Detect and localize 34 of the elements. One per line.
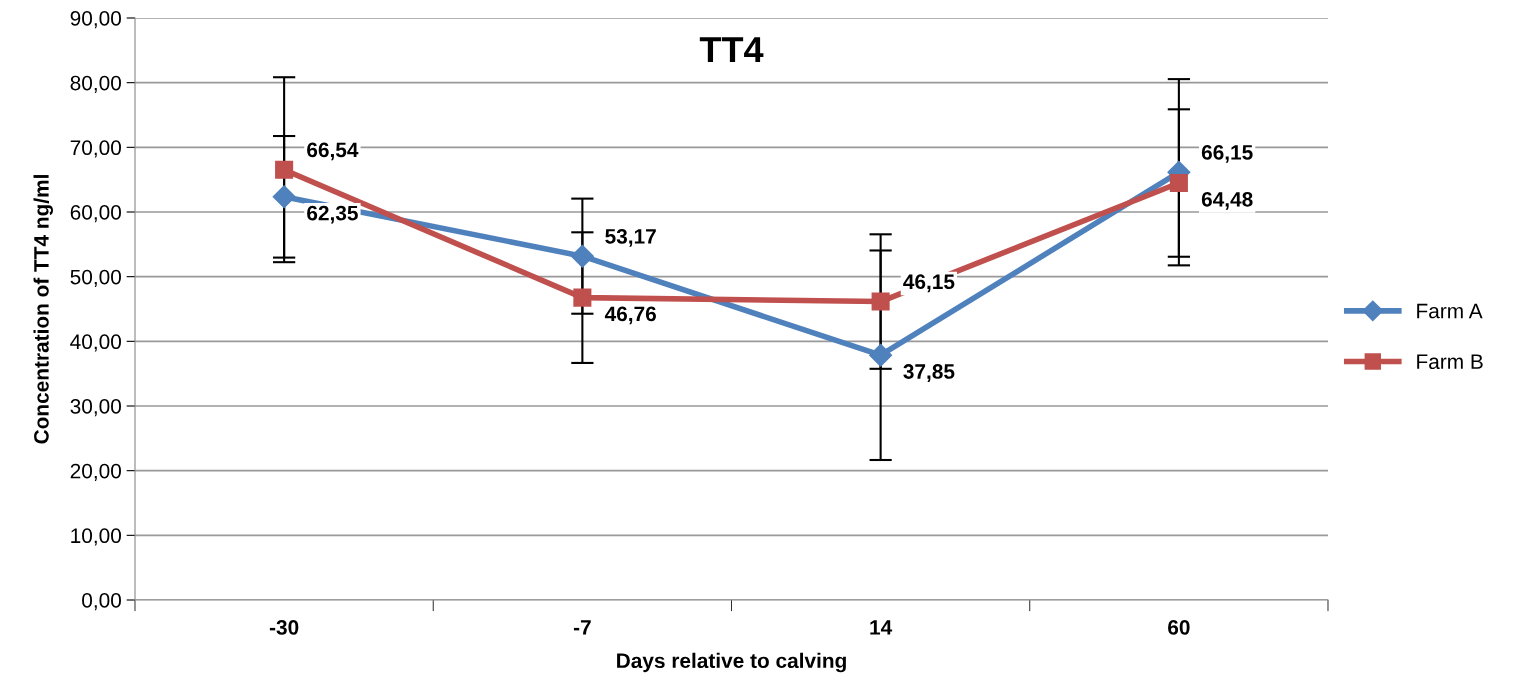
y-tick-label: 0,00 xyxy=(82,593,121,611)
x-tick-label: -7 xyxy=(573,620,591,635)
y-tick-label: 70,00 xyxy=(70,140,121,158)
x-tick-label: 60 xyxy=(1168,619,1190,635)
point xyxy=(275,160,294,179)
data-label: 66,54 xyxy=(307,142,359,161)
y-axis-title: Concentration of TT4 ng/ml xyxy=(33,175,54,444)
point xyxy=(869,343,893,367)
y-tick-label: 10,00 xyxy=(71,528,121,546)
point xyxy=(570,244,594,268)
chart-title: TT4 xyxy=(699,37,764,63)
point xyxy=(573,288,592,307)
data-label: 53,17 xyxy=(605,228,656,247)
data-label: 62,35 xyxy=(307,205,358,224)
data-label: 64,48 xyxy=(1201,191,1253,210)
y-tick-label: 80,00 xyxy=(70,75,121,93)
y-tick-label: 30,00 xyxy=(70,399,121,417)
x-tick-label: -30 xyxy=(269,619,299,635)
y-tick-label: 50,00 xyxy=(70,269,121,287)
y-tick-label: 20,00 xyxy=(70,463,121,481)
data-label: 46,76 xyxy=(604,306,656,325)
data-label: 46,15 xyxy=(903,274,955,293)
y-tick-label: 60,00 xyxy=(70,205,121,223)
data-label: 66,15 xyxy=(1201,145,1253,163)
y-tick-label: 90,00 xyxy=(70,11,121,29)
point xyxy=(1169,174,1188,193)
point xyxy=(871,292,890,311)
data-label: 37,85 xyxy=(903,364,955,382)
legend-label: Farm A xyxy=(1417,303,1483,319)
y-tick-label: 40,00 xyxy=(70,334,121,352)
x-tick-label: 14 xyxy=(870,620,893,635)
x-axis-title: Days relative to calving xyxy=(617,652,846,673)
legend-label: Farm B xyxy=(1417,354,1483,370)
point xyxy=(272,185,296,209)
